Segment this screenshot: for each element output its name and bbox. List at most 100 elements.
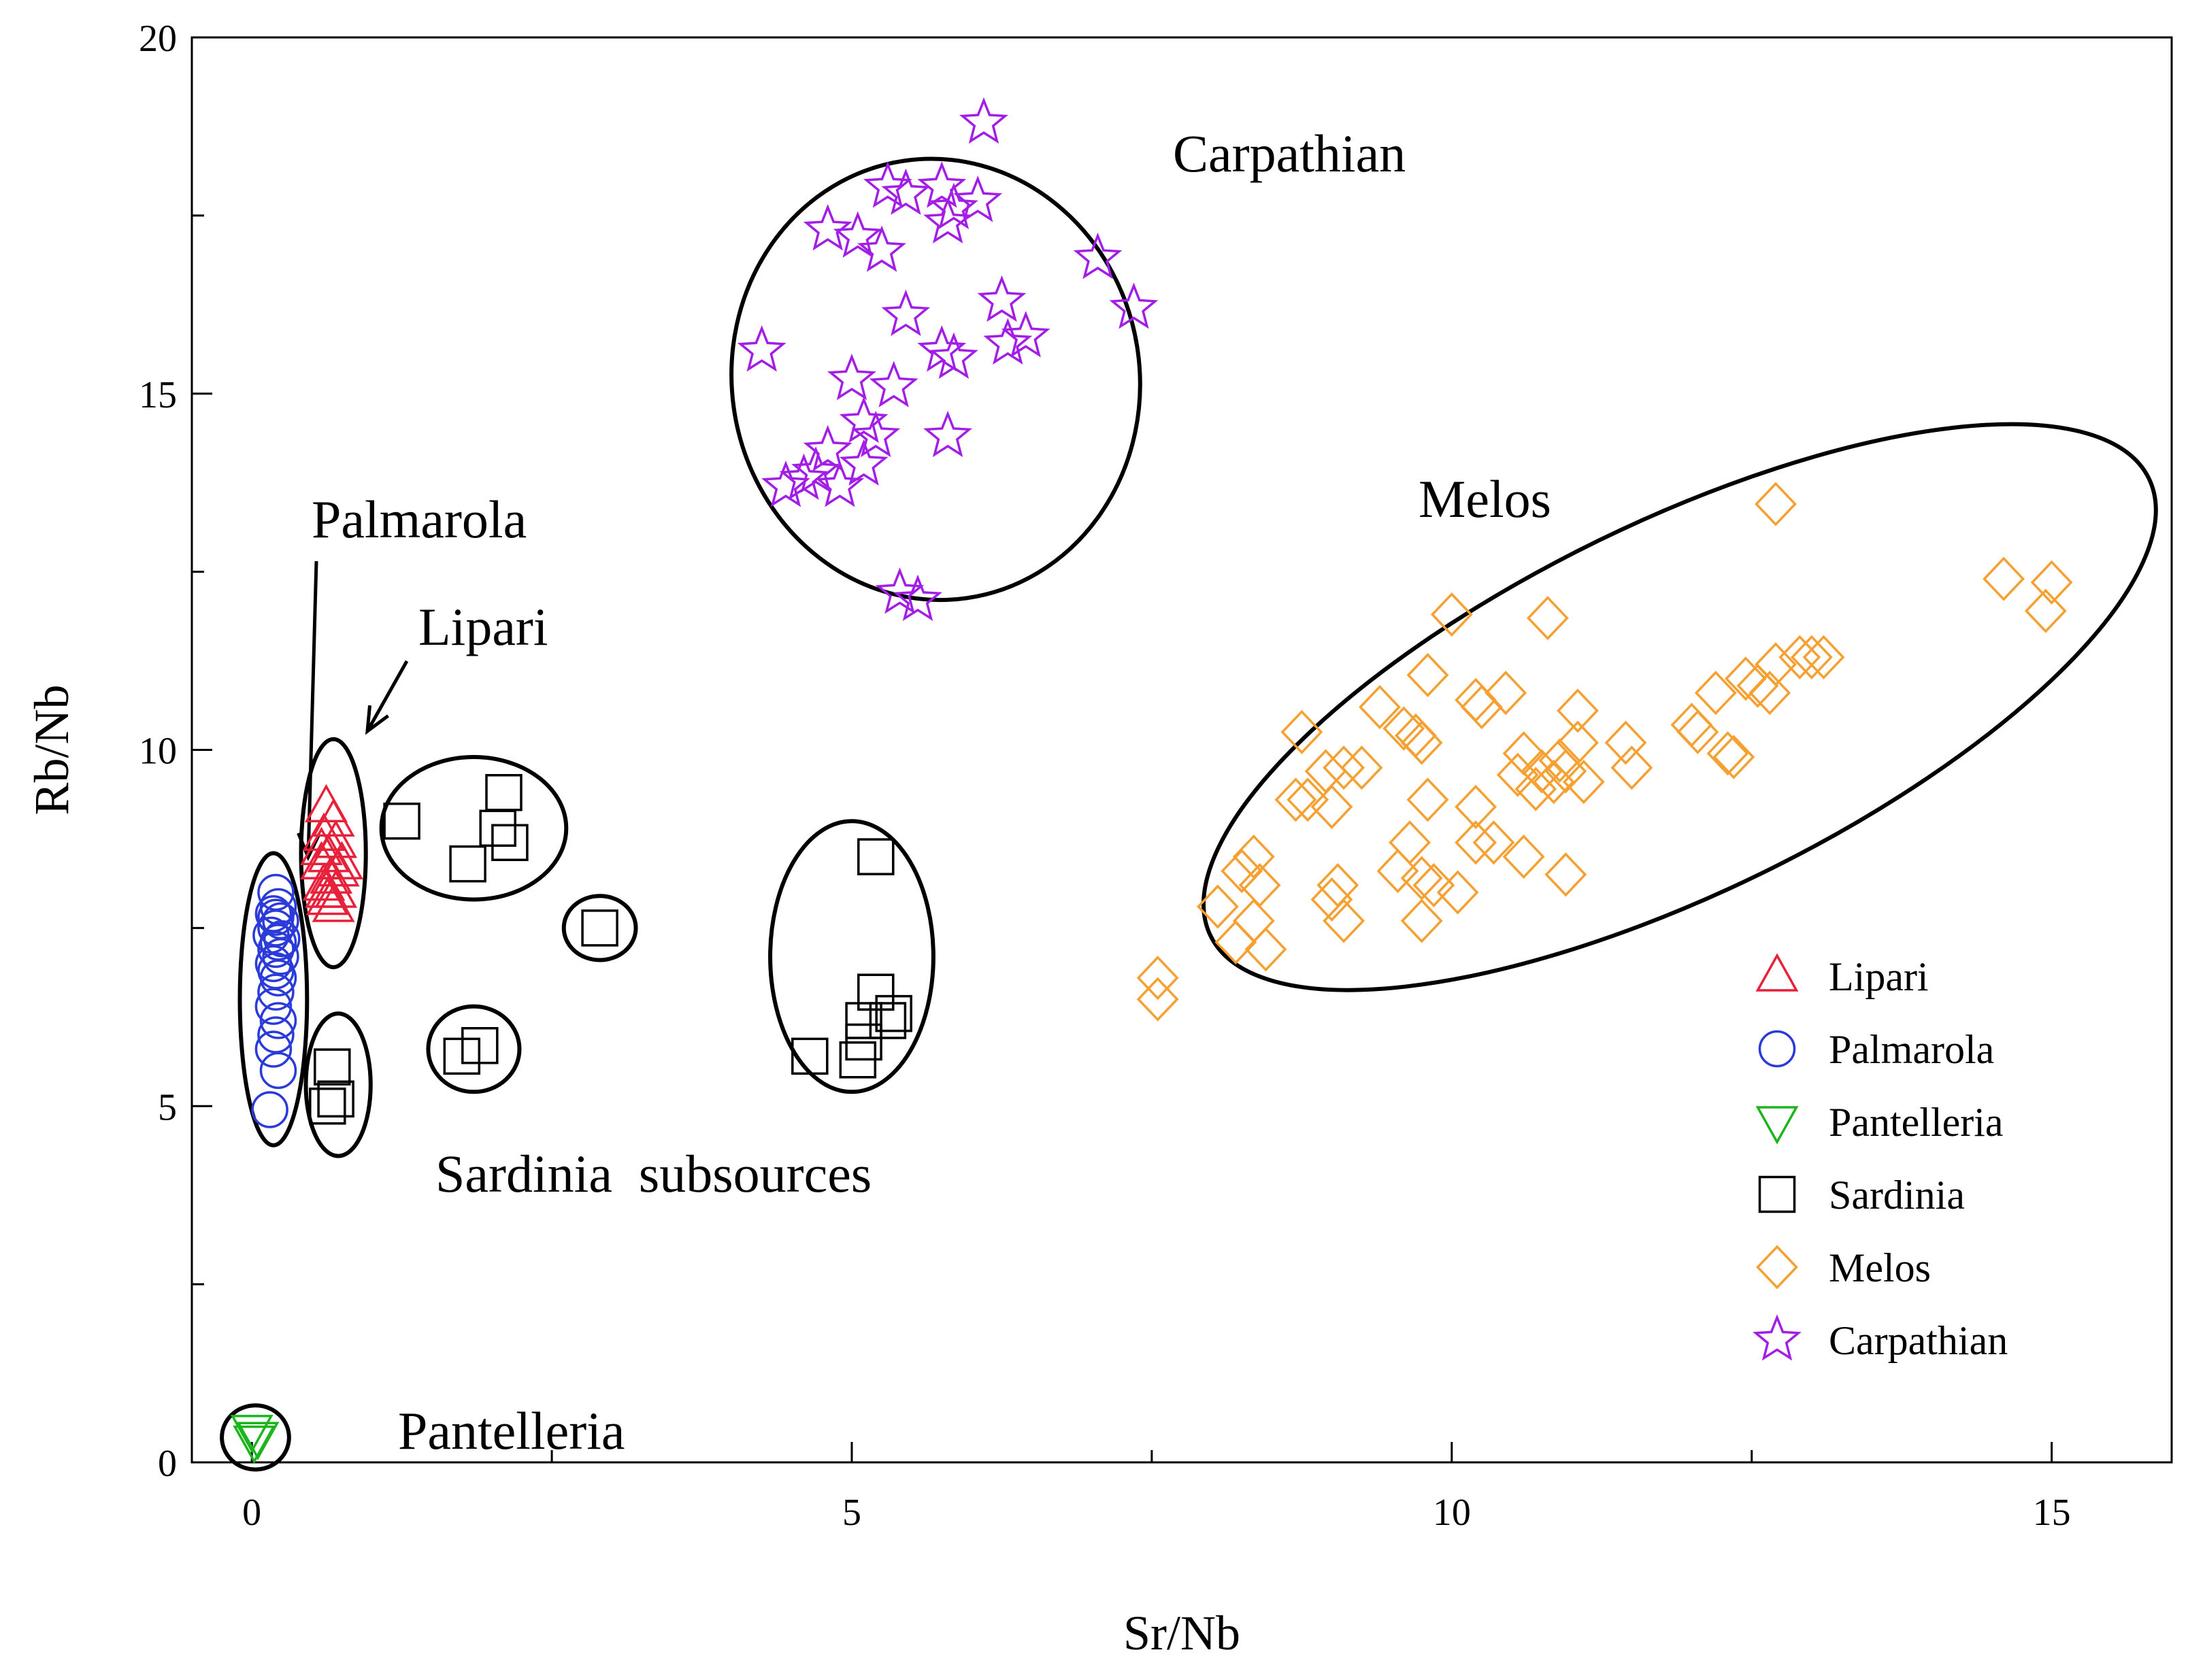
point-carpathian	[737, 325, 786, 372]
point-carpathian	[929, 182, 978, 229]
point-melos	[1310, 784, 1353, 829]
point-melos	[1323, 745, 1365, 790]
point-sardinia	[791, 1037, 829, 1075]
series-sardinia	[309, 774, 912, 1125]
point-sardinia	[443, 1037, 481, 1075]
ellipse-pantelleria	[220, 1403, 291, 1472]
point-sardinia	[449, 845, 486, 883]
point-melos	[1340, 745, 1383, 790]
point-melos	[1389, 820, 1431, 865]
point-melos	[1557, 688, 1599, 733]
legend-item-pantelleria: Pantelleria	[1755, 1100, 2004, 1145]
point-melos	[1406, 652, 1449, 698]
legend-item-palmarola: Palmarola	[1758, 1027, 1994, 1072]
legend-label: Palmarola	[1829, 1027, 1994, 1072]
point-carpathian	[779, 453, 829, 500]
point-sardinia	[869, 1002, 907, 1039]
axes: 0 5 10 15 0 5 10 15 20 Sr/Nb Rb/Nb	[24, 18, 2173, 1660]
point-melos	[1502, 835, 1545, 879]
arrow-lipari	[365, 660, 409, 733]
point-palmarola	[257, 898, 295, 936]
point-carpathian	[863, 161, 912, 208]
point-melos	[1562, 760, 1605, 805]
point-palmarola	[263, 920, 301, 958]
point-palmarola	[259, 1052, 297, 1090]
point-melos	[1485, 671, 1527, 716]
point-melos	[1359, 685, 1401, 730]
point-melos	[1755, 482, 1797, 526]
point-pantelleria	[236, 1422, 280, 1460]
point-melos	[1790, 635, 1833, 679]
point-melos	[1287, 777, 1329, 822]
point-melos	[1526, 596, 1569, 641]
point-carpathian	[959, 97, 1008, 144]
point-melos	[1400, 856, 1443, 901]
legend-item-melos: Melos	[1756, 1245, 1931, 1290]
point-melos	[1983, 556, 2025, 601]
point-palmarola	[257, 930, 295, 969]
point-sardinia	[317, 1080, 354, 1118]
point-melos	[1274, 777, 1317, 822]
point-carpathian	[917, 161, 967, 208]
point-carpathian	[827, 354, 876, 401]
ellipse-sardinia	[303, 1011, 373, 1158]
x-axis-title: Sr/Nb	[1123, 1606, 1240, 1660]
point-melos	[1232, 835, 1275, 879]
point-melos	[2024, 588, 2067, 633]
point-sardinia	[581, 909, 618, 947]
point-melos	[1724, 656, 1767, 701]
legend-marker	[1758, 1175, 1796, 1213]
point-melos	[1544, 852, 1587, 897]
point-melos	[1310, 877, 1353, 922]
point-lipari	[307, 834, 350, 873]
series-melos	[1136, 482, 2073, 1022]
point-carpathian	[881, 289, 931, 337]
point-melos	[1538, 738, 1581, 783]
point-carpathian	[833, 211, 882, 258]
point-lipari	[300, 826, 343, 865]
point-melos	[1610, 745, 1653, 790]
x-tick-label: 15	[2033, 1492, 2071, 1534]
ellipse-sardinia	[379, 754, 569, 902]
series-carpathian	[737, 97, 1159, 622]
legend-label: Melos	[1829, 1245, 1931, 1290]
x-tick-label: 10	[1433, 1492, 1471, 1534]
point-carpathian	[923, 410, 973, 458]
point-melos	[1604, 720, 1647, 765]
point-melos	[1455, 820, 1497, 865]
point-melos	[1544, 749, 1587, 794]
point-carpathian	[977, 275, 1027, 322]
point-sardinia	[857, 838, 895, 875]
point-melos	[1382, 706, 1425, 751]
annotation-label: Palmarola	[312, 490, 527, 549]
point-palmarola	[262, 938, 299, 975]
arrow-palmarola	[306, 560, 318, 858]
point-carpathian	[761, 460, 810, 507]
point-palmarola	[259, 1002, 297, 1039]
series-pantelleria	[230, 1415, 280, 1464]
point-melos	[1196, 884, 1239, 929]
point-melos	[2030, 560, 2073, 605]
point-melos	[1214, 920, 1257, 964]
annotation-label: Melos	[1419, 469, 1551, 528]
point-sardinia	[485, 774, 523, 811]
y-tick-label: 20	[139, 18, 177, 60]
point-lipari	[305, 869, 348, 908]
point-sardinia	[857, 973, 895, 1011]
x-tick-label: 0	[242, 1492, 261, 1534]
point-melos	[1676, 709, 1719, 754]
legend-item-carpathian: Carpathian	[1753, 1314, 2008, 1363]
point-carpathian	[881, 168, 931, 215]
point-palmarola	[259, 959, 297, 996]
point-pantelleria	[233, 1425, 276, 1464]
y-tick-label: 5	[158, 1086, 177, 1128]
y-tick-label: 15	[139, 374, 177, 416]
point-melos	[1670, 703, 1713, 747]
point-carpathian	[893, 574, 942, 622]
point-carpathian	[929, 332, 978, 379]
point-melos	[1460, 685, 1503, 730]
point-melos	[1400, 898, 1443, 943]
ellipse-sardinia	[561, 894, 638, 962]
ellipse-carpathian	[729, 156, 1142, 603]
